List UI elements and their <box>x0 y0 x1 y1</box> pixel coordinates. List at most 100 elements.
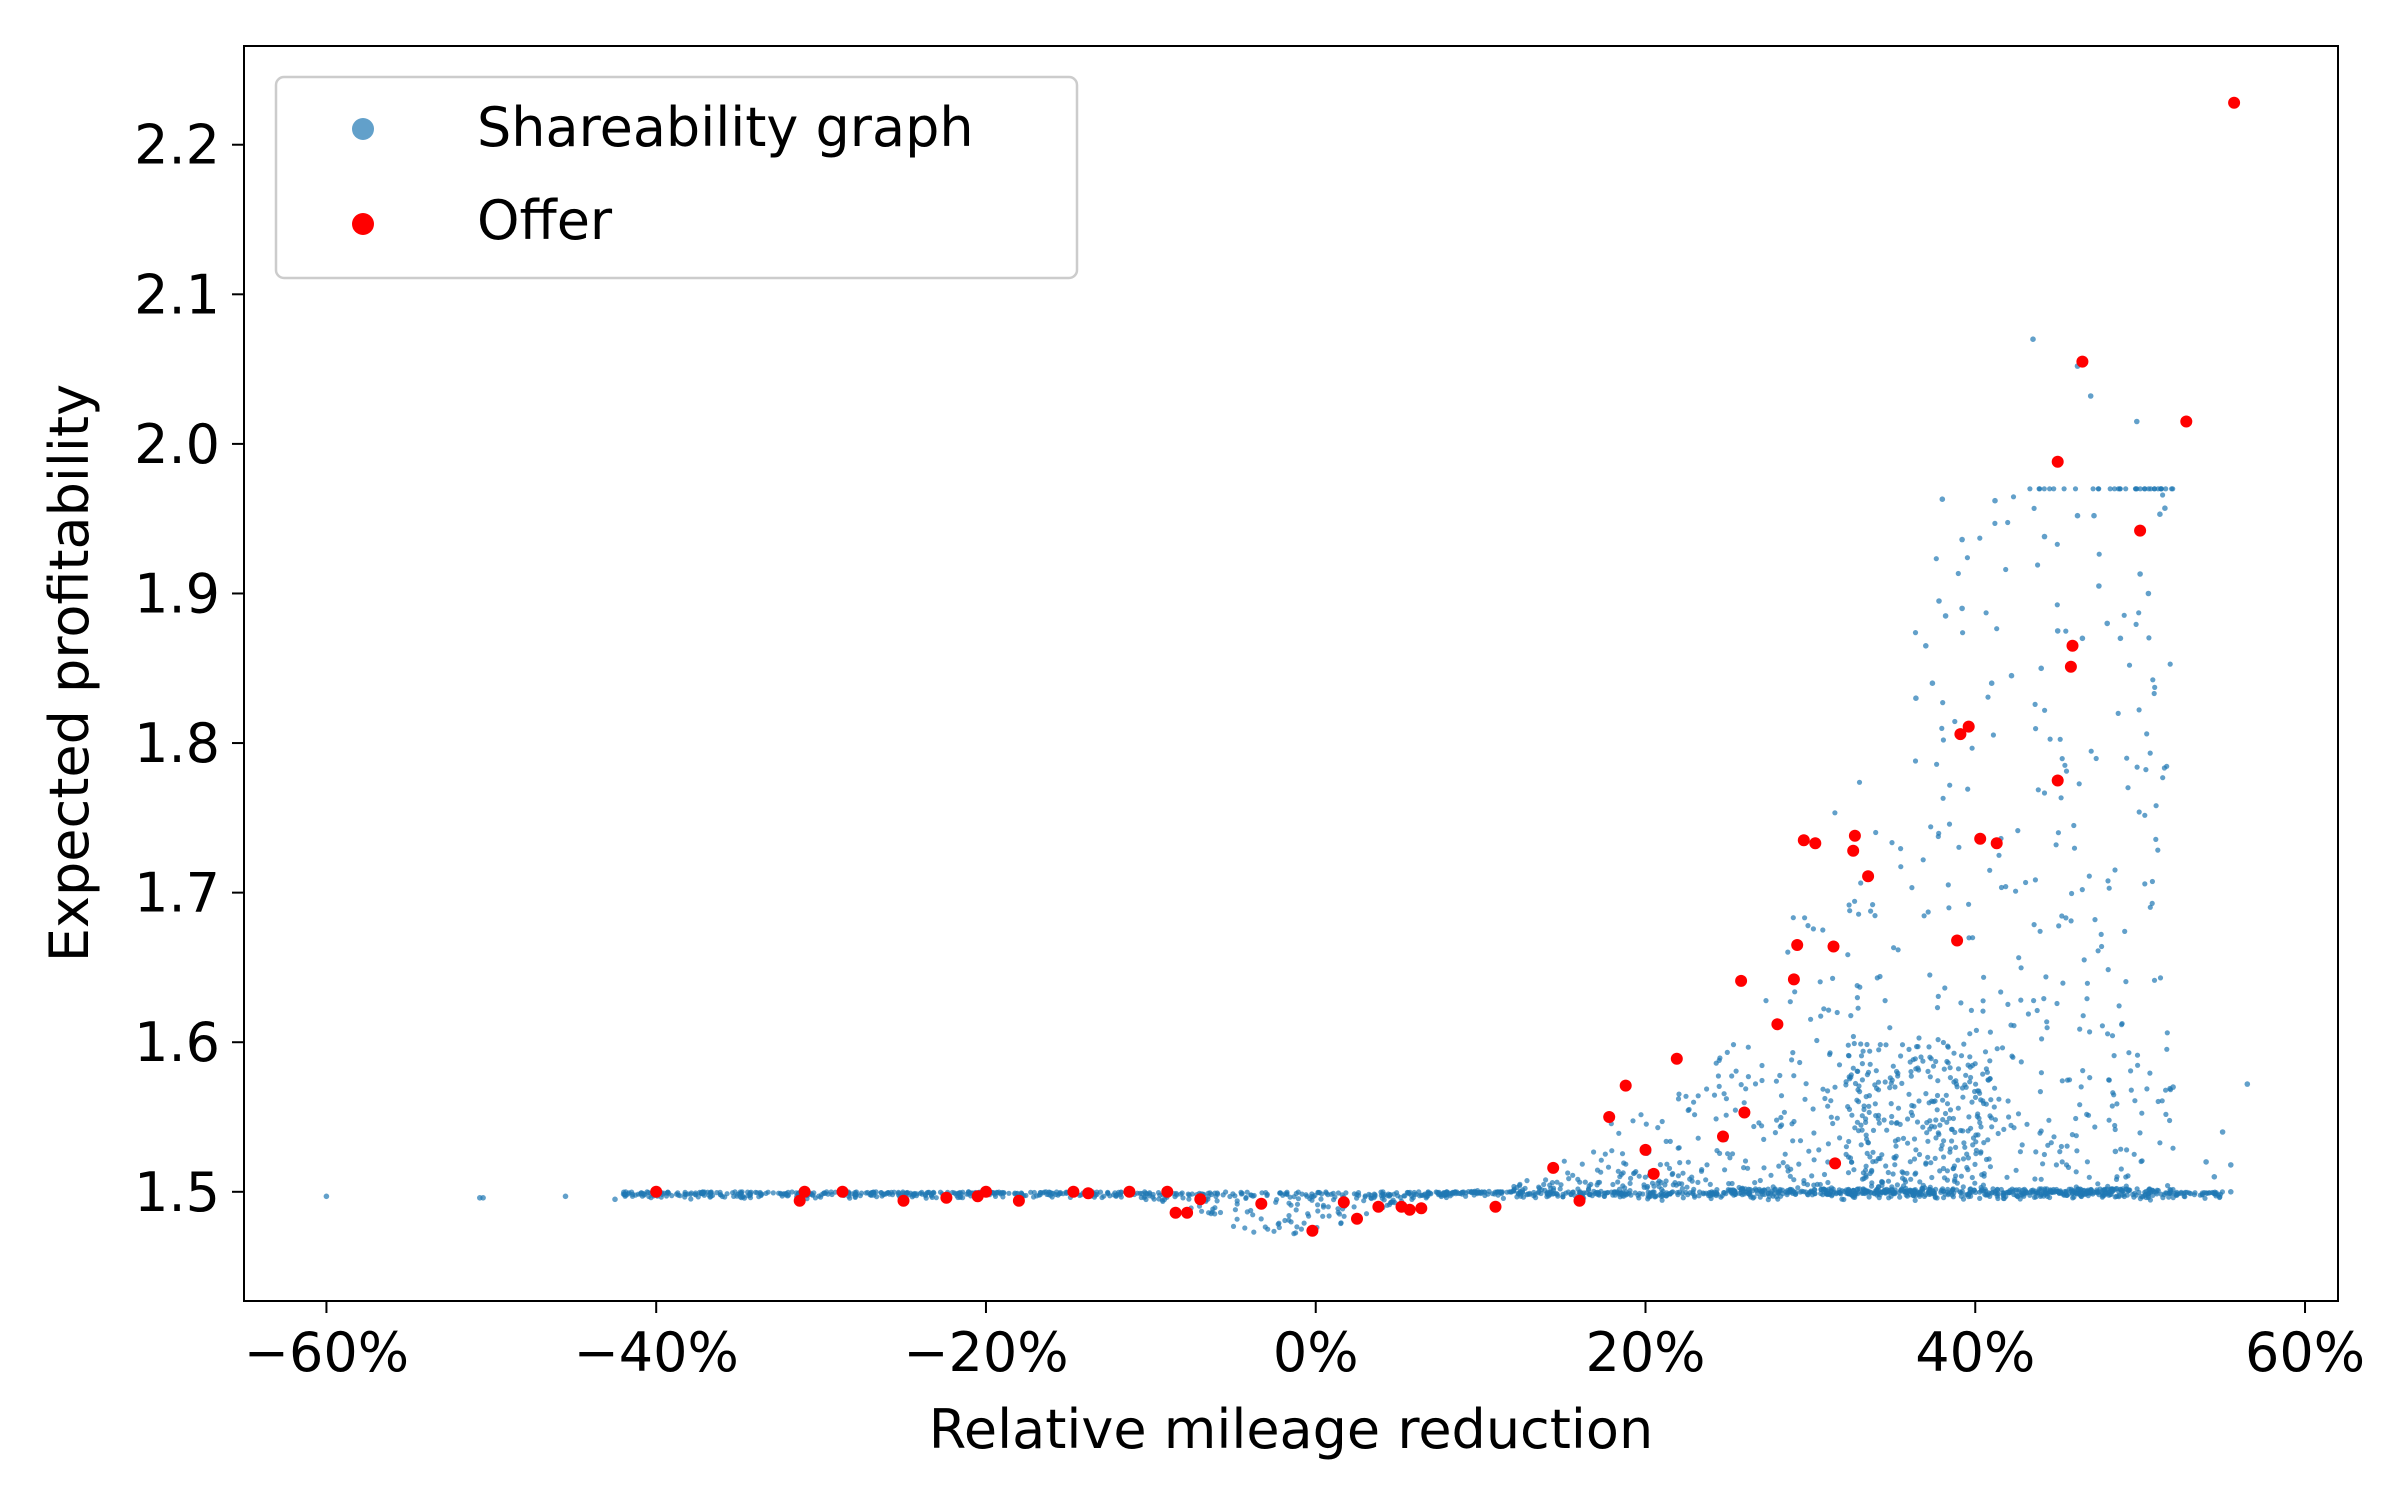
shareability-point <box>2071 822 2077 829</box>
shareability-point <box>1958 1000 1964 1006</box>
shareability-point <box>951 1190 957 1196</box>
shareability-point <box>1105 1191 1111 1197</box>
shareability-point <box>1839 1188 1845 1194</box>
shareability-point <box>1234 1201 1240 1207</box>
shareability-point <box>1320 1204 1327 1210</box>
shareability-point <box>2074 512 2081 519</box>
shareability-point <box>1616 1186 1623 1192</box>
shareability-point <box>1904 1170 1910 1176</box>
shareability-point <box>1695 1135 1701 1141</box>
shareability-point <box>1097 1189 1104 1195</box>
shareability-point <box>1594 1167 1601 1173</box>
shareability-point <box>2036 1186 2043 1192</box>
shareability-point <box>1973 1081 1979 1087</box>
shareability-point <box>2044 1193 2050 1199</box>
shareability-point <box>1714 1187 1720 1193</box>
shareability-point <box>2146 635 2152 641</box>
shareability-point <box>2113 1186 2119 1192</box>
shareability-point <box>1832 810 1838 816</box>
shareability-point <box>1859 1176 1866 1182</box>
shareability-point <box>1425 1189 1431 1195</box>
shareability-point <box>1936 598 1942 604</box>
shareability-point <box>1856 779 1863 785</box>
shareability-point <box>2032 877 2038 883</box>
shareability-point <box>1790 915 1796 921</box>
shareability-point <box>2055 1189 2061 1195</box>
shareability-point <box>1913 695 1919 701</box>
shareability-point <box>1854 995 1860 1001</box>
shareability-point <box>2119 1021 2125 1027</box>
shareability-point <box>1325 1204 1331 1210</box>
shareability-point <box>1504 1189 1510 1195</box>
shareability-point <box>1949 1138 1955 1144</box>
shareability-point <box>1911 1156 1918 1162</box>
shareability-point <box>1907 1159 1913 1165</box>
shareability-point <box>1934 1092 1941 1099</box>
shareability-point <box>1985 694 1991 700</box>
shareability-point <box>1294 1224 1300 1230</box>
shareability-point <box>2092 1124 2098 1130</box>
shareability-point <box>1895 1105 1902 1111</box>
y-tick-label: 1.7 <box>134 862 220 925</box>
shareability-point <box>2003 884 2009 890</box>
shareability-point <box>1953 1144 1959 1150</box>
shareability-point <box>1524 1178 1530 1184</box>
shareability-point <box>1965 1167 1971 1173</box>
shareability-point <box>2035 562 2041 568</box>
shareability-point <box>1825 1159 1831 1165</box>
shareability-point <box>2061 486 2067 492</box>
shareability-point <box>2116 1003 2122 1009</box>
shareability-point <box>1741 1100 1747 1106</box>
shareability-point <box>1262 1224 1268 1230</box>
shareability-point <box>1638 1112 1644 1118</box>
shareability-point <box>1999 1045 2006 1051</box>
shareability-point <box>735 1191 741 1197</box>
shareability-point <box>2005 519 2011 526</box>
shareability-point <box>1916 1035 1922 1041</box>
shareability-point <box>2051 1134 2057 1140</box>
shareability-point <box>2109 1033 2116 1039</box>
shareability-point <box>661 1190 667 1196</box>
shareability-point <box>1238 1189 1244 1195</box>
shareability-point <box>2063 768 2070 774</box>
offer-point <box>1603 1111 1616 1123</box>
shareability-point <box>2117 486 2123 492</box>
shareability-point <box>2098 931 2104 938</box>
shareability-point <box>2078 1084 2084 1090</box>
shareability-point <box>1716 1057 1722 1063</box>
shareability-point <box>2096 486 2102 492</box>
shareability-point <box>2111 1092 2117 1098</box>
shareability-point <box>1965 786 1971 792</box>
shareability-point <box>2013 888 2019 894</box>
shareability-point <box>1934 761 1940 767</box>
shareability-point <box>1906 1091 1912 1097</box>
shareability-point <box>1118 1189 1124 1195</box>
shareability-point <box>1479 1189 1485 1195</box>
shareability-point <box>1935 833 1941 840</box>
offer-point <box>1372 1200 1385 1213</box>
shareability-point <box>1898 846 1904 852</box>
y-tick-label: 1.8 <box>134 712 220 775</box>
shareability-point <box>1940 1039 1946 1046</box>
shareability-point <box>1965 1191 1971 1197</box>
shareability-point <box>1940 1117 1946 1123</box>
shareability-point <box>612 1196 618 1203</box>
shareability-point <box>1879 1152 1885 1158</box>
shareability-point <box>1912 1197 1918 1203</box>
shareability-point <box>1907 1187 1913 1193</box>
shareability-point <box>623 1189 629 1195</box>
shareability-point <box>1855 1005 1861 1011</box>
shareability-point <box>2228 1189 2234 1195</box>
shareability-point <box>1390 1199 1396 1205</box>
shareability-point <box>1998 989 2004 995</box>
shareability-point <box>1452 1189 1458 1195</box>
shareability-point <box>777 1190 784 1196</box>
shareability-point <box>1787 1187 1793 1193</box>
shareability-point <box>2126 662 2133 668</box>
shareability-point <box>323 1193 330 1200</box>
shareability-point <box>1921 1193 1927 1199</box>
shareability-point <box>1689 1174 1695 1180</box>
shareability-point <box>1643 1121 1649 1127</box>
shareability-point <box>2104 620 2110 627</box>
